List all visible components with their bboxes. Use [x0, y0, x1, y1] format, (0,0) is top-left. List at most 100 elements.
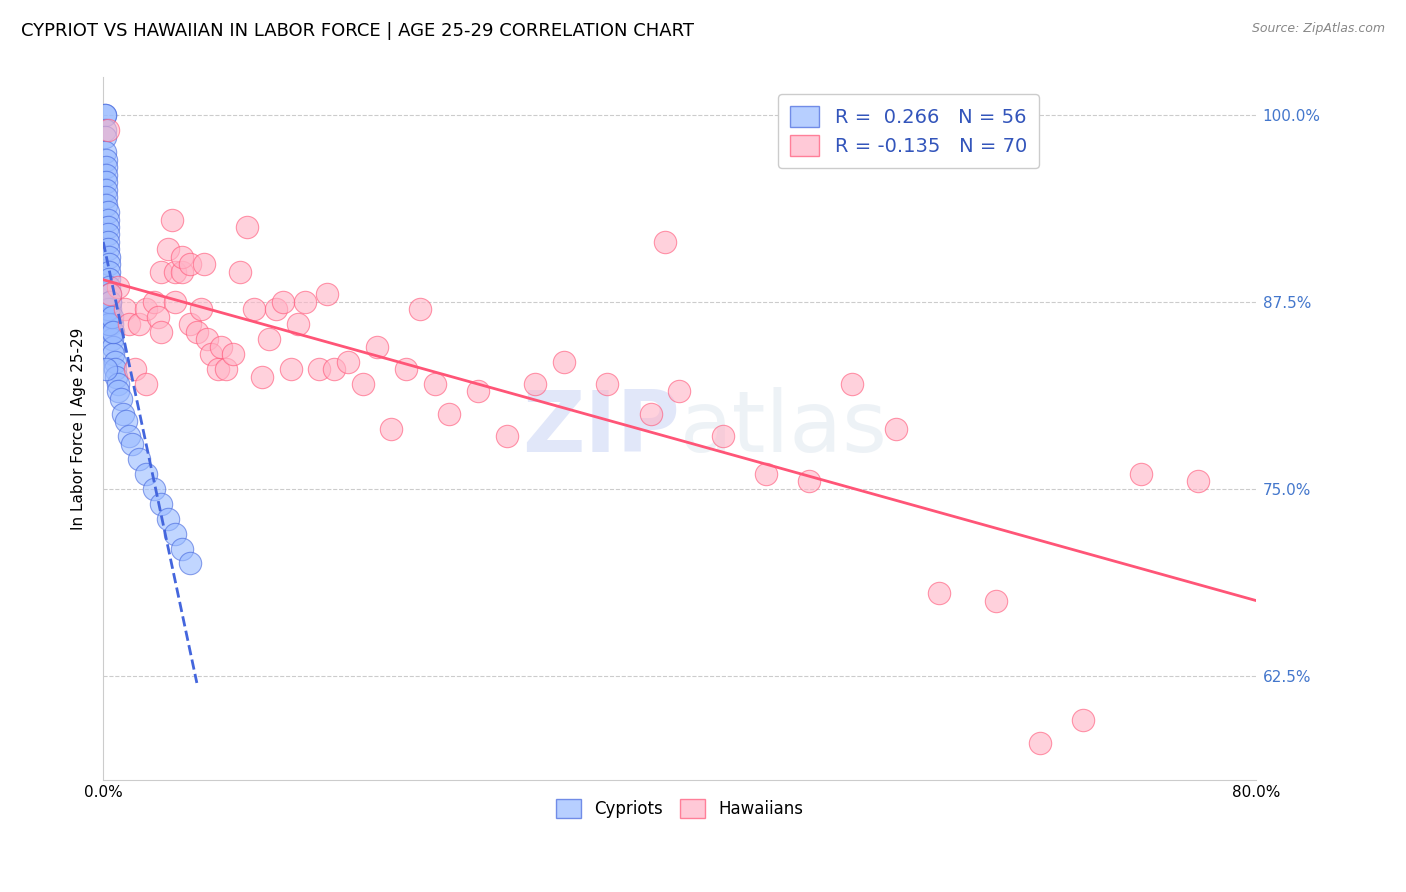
Point	[101, 310, 124, 324]
Point	[884, 422, 907, 436]
Point	[596, 377, 619, 392]
Point	[294, 294, 316, 309]
Point	[96, 227, 118, 242]
Point	[380, 422, 402, 436]
Point	[124, 362, 146, 376]
Point	[135, 377, 157, 392]
Point	[165, 526, 187, 541]
Point	[172, 541, 194, 556]
Text: ZIP: ZIP	[522, 387, 679, 470]
Point	[423, 377, 446, 392]
Point	[229, 265, 252, 279]
Point	[98, 317, 121, 331]
Text: Source: ZipAtlas.com: Source: ZipAtlas.com	[1251, 22, 1385, 36]
Point	[207, 362, 229, 376]
Point	[172, 250, 194, 264]
Point	[93, 122, 115, 136]
Point	[93, 130, 115, 145]
Point	[100, 287, 122, 301]
Point	[98, 250, 121, 264]
Point	[928, 586, 950, 600]
Legend: Cypriots, Hawaiians: Cypriots, Hawaiians	[550, 793, 810, 825]
Point	[115, 414, 138, 428]
Point	[104, 362, 127, 376]
Point	[103, 325, 125, 339]
Point	[243, 302, 266, 317]
Point	[172, 265, 194, 279]
Point	[142, 294, 165, 309]
Point	[315, 287, 337, 301]
Text: atlas: atlas	[679, 387, 887, 470]
Point	[222, 347, 245, 361]
Point	[467, 384, 489, 399]
Point	[200, 347, 222, 361]
Point	[94, 175, 117, 189]
Point	[195, 332, 218, 346]
Point	[149, 265, 172, 279]
Point	[100, 310, 122, 324]
Point	[93, 145, 115, 160]
Point	[257, 332, 280, 346]
Point	[322, 362, 344, 376]
Point	[135, 302, 157, 317]
Y-axis label: In Labor Force | Age 25-29: In Labor Force | Age 25-29	[72, 327, 87, 530]
Point	[157, 243, 180, 257]
Point	[118, 317, 141, 331]
Point	[107, 377, 129, 392]
Point	[103, 340, 125, 354]
Point	[668, 384, 690, 399]
Point	[179, 557, 201, 571]
Point	[149, 497, 172, 511]
Point	[96, 212, 118, 227]
Point	[797, 474, 820, 488]
Point	[98, 280, 121, 294]
Point	[98, 272, 121, 286]
Point	[112, 407, 135, 421]
Point	[94, 190, 117, 204]
Point	[271, 294, 294, 309]
Point	[101, 332, 124, 346]
Point	[96, 122, 118, 136]
Point	[114, 302, 136, 317]
Point	[495, 429, 517, 443]
Point	[1187, 474, 1209, 488]
Point	[121, 437, 143, 451]
Point	[110, 392, 132, 406]
Point	[94, 168, 117, 182]
Point	[100, 287, 122, 301]
Point	[118, 429, 141, 443]
Text: CYPRIOT VS HAWAIIAN IN LABOR FORCE | AGE 25-29 CORRELATION CHART: CYPRIOT VS HAWAIIAN IN LABOR FORCE | AGE…	[21, 22, 695, 40]
Point	[841, 377, 863, 392]
Point	[93, 108, 115, 122]
Point	[236, 219, 259, 234]
Point	[146, 310, 169, 324]
Point	[215, 362, 238, 376]
Point	[103, 347, 125, 361]
Point	[101, 325, 124, 339]
Point	[193, 257, 215, 271]
Point	[96, 219, 118, 234]
Point	[107, 384, 129, 399]
Point	[100, 302, 122, 317]
Point	[209, 340, 232, 354]
Point	[94, 197, 117, 211]
Point	[553, 354, 575, 368]
Point	[250, 369, 273, 384]
Point	[337, 354, 360, 368]
Point	[96, 235, 118, 249]
Point	[96, 205, 118, 219]
Point	[308, 362, 330, 376]
Point	[94, 153, 117, 167]
Point	[165, 265, 187, 279]
Point	[264, 302, 287, 317]
Point	[1071, 714, 1094, 728]
Point	[409, 302, 432, 317]
Point	[165, 294, 187, 309]
Point	[98, 265, 121, 279]
Point	[94, 183, 117, 197]
Point	[437, 407, 460, 421]
Point	[366, 340, 388, 354]
Point	[96, 302, 118, 317]
Point	[186, 325, 208, 339]
Point	[179, 317, 201, 331]
